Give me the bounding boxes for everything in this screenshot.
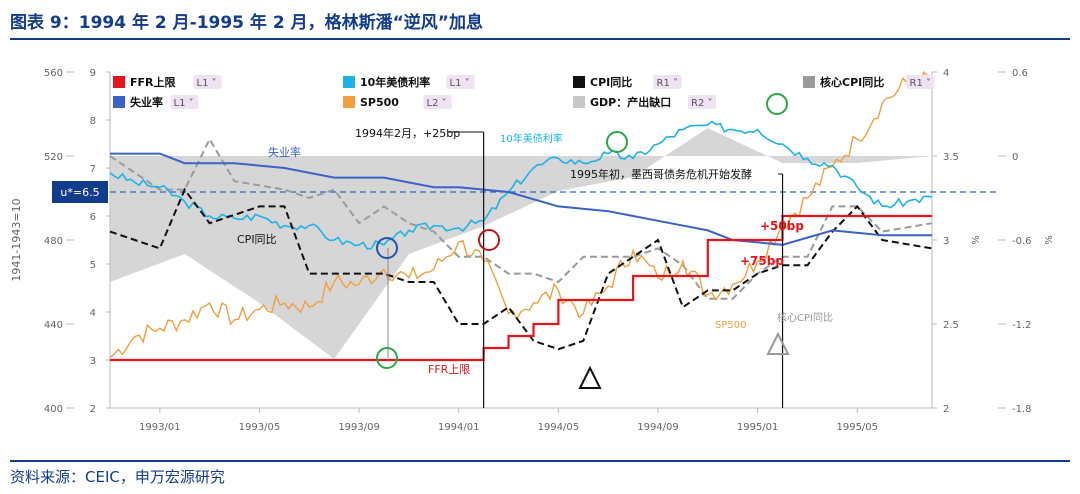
source-note: 资料来源：CEIC，申万宏源研究 bbox=[10, 468, 225, 486]
source-rule bbox=[10, 460, 1070, 462]
axis-l1-tick: 8 bbox=[90, 116, 96, 127]
highlight-circle-marker bbox=[766, 93, 788, 115]
u-star-label: u*=6.5 bbox=[60, 186, 99, 199]
legend-axis-tag bbox=[193, 75, 222, 89]
axis-r2-tick: -1.8 bbox=[1012, 404, 1032, 415]
label-plus-75bp: +75bp bbox=[740, 254, 784, 268]
legend-swatch bbox=[573, 76, 585, 88]
highlight-circle-marker bbox=[478, 229, 500, 251]
inline-label-10y: 10年美债利率 bbox=[500, 132, 563, 145]
axis-l1-tick: 4 bbox=[90, 308, 96, 319]
inline-label-unemployment: 失业率 bbox=[268, 145, 301, 159]
x-tick-label: 1993/05 bbox=[239, 422, 281, 433]
series-sp500-line bbox=[109, 70, 933, 359]
x-tick-label: 1993/09 bbox=[338, 422, 380, 433]
u-star-box bbox=[52, 181, 108, 203]
legend-axis-tag-label: R1 ˅ bbox=[657, 77, 679, 89]
axis-r1-tick: 2 bbox=[943, 404, 949, 415]
legend-axis-tag-label: L2 ˅ bbox=[427, 97, 447, 109]
series-cpi-line bbox=[109, 187, 933, 351]
legend-axis-tag bbox=[423, 95, 452, 109]
legend-swatch bbox=[113, 96, 125, 108]
legend-label: 失业率 bbox=[130, 95, 163, 109]
axis-l2-label: 1941-1943=10 bbox=[10, 198, 23, 281]
legend-label: 10年美债利率 bbox=[360, 75, 430, 89]
x-tick-label: 1994/09 bbox=[637, 422, 679, 433]
highlight-circle-marker bbox=[606, 131, 628, 153]
annotation-1995: 1995年初，墨西哥债务危机开始发酵 bbox=[570, 167, 752, 181]
x-tick-label: 1994/01 bbox=[438, 422, 480, 433]
axis-l1-tick: 5 bbox=[90, 260, 96, 271]
x-tick-label: 1995/01 bbox=[737, 422, 779, 433]
legend-axis-tag bbox=[446, 75, 475, 89]
legend-axis-tag-label: L1 ˅ bbox=[197, 77, 217, 89]
axis-l2-tick: 560 bbox=[44, 68, 63, 79]
axis-l1-tick: 6 bbox=[90, 212, 96, 223]
triangle-marker-core-cpi-low bbox=[766, 331, 790, 355]
series-10y-yield-line bbox=[109, 120, 933, 250]
legend-axis-tag-label: R2 ˅ bbox=[691, 97, 713, 109]
highlight-circle-marker bbox=[376, 347, 398, 369]
inline-label-sp500: SP500 bbox=[715, 320, 746, 331]
legend-label: 核心CPI同比 bbox=[820, 75, 884, 89]
axis-r1-unit: % bbox=[971, 235, 982, 245]
legend-swatch bbox=[343, 96, 355, 108]
axis-r2-tick: -0.6 bbox=[1012, 236, 1032, 247]
chart-svg: 2 3 4 5 6 7 8 9 400 440 480 520 560 1941-1943=10 2 2.5 3… bbox=[10, 68, 1055, 433]
axis-r2-tick: 0.6 bbox=[1012, 68, 1028, 79]
x-tick-label: 1995/05 bbox=[836, 422, 878, 433]
axis-l1-tick: 3 bbox=[90, 356, 96, 367]
axis-r1-tick: 3 bbox=[943, 236, 949, 247]
title-rule bbox=[10, 38, 1070, 40]
legend-label: CPI同比 bbox=[590, 75, 632, 89]
legend-axis-tag bbox=[653, 75, 682, 89]
x-tick-label: 1993/01 bbox=[139, 422, 181, 433]
legend-axis-tag bbox=[906, 75, 935, 89]
axis-r1-tick: 4 bbox=[943, 68, 949, 79]
axis-l2-tick: 520 bbox=[44, 152, 63, 163]
inline-label-ffr: FFR上限 bbox=[428, 363, 470, 376]
axis-l2-tick: 440 bbox=[44, 320, 63, 331]
legend-swatch bbox=[113, 76, 125, 88]
axis-r1-tick: 3.5 bbox=[943, 152, 959, 163]
legend-axis-tag-label: R1 ˅ bbox=[910, 77, 932, 89]
axis-l2-tick: 480 bbox=[44, 236, 63, 247]
series-ffr-line bbox=[110, 214, 932, 362]
series-gdp-gap-area bbox=[110, 128, 932, 359]
legend-swatch bbox=[573, 96, 585, 108]
legend-axis-tag bbox=[170, 95, 199, 109]
x-tick-label: 1994/05 bbox=[538, 422, 580, 433]
axis-l1-tick: 2 bbox=[90, 404, 96, 415]
inline-label-core-cpi: 核心CPI同比 bbox=[777, 311, 833, 324]
legend-label: FFR上限 bbox=[130, 75, 176, 89]
legend-label: SP500 bbox=[360, 96, 399, 109]
legend-axis-tag bbox=[688, 95, 716, 109]
highlight-circle-marker bbox=[376, 237, 398, 259]
legend-label: GDP：产出缺口 bbox=[590, 95, 671, 109]
legend-swatch bbox=[343, 76, 355, 88]
triangle-marker-cpi-low bbox=[578, 365, 602, 389]
inline-label-cpi: CPI同比 bbox=[237, 233, 277, 246]
axis-r2-unit: % bbox=[1044, 235, 1055, 245]
legend-swatch bbox=[803, 76, 815, 88]
axis-l1-tick: 9 bbox=[90, 68, 96, 79]
axis-r2-tick: -1.2 bbox=[1012, 320, 1032, 331]
axis-r1-tick: 2.5 bbox=[943, 320, 959, 331]
legend-axis-tag-label: L1 ˅ bbox=[174, 97, 194, 109]
axis-l1-tick: 7 bbox=[90, 164, 96, 175]
axis-r2-tick: 0 bbox=[1012, 152, 1018, 163]
legend-axis-tag-label: L1 ˅ bbox=[450, 77, 470, 89]
label-plus-50bp: +50bp bbox=[760, 219, 804, 233]
axis-l2-tick: 400 bbox=[44, 404, 63, 415]
chart-title: 图表 9：1994 年 2 月-1995 年 2 月，格林斯潘“逆风”加息 bbox=[10, 13, 483, 33]
annotation-1994: 1994年2月，+25bp bbox=[355, 126, 460, 140]
